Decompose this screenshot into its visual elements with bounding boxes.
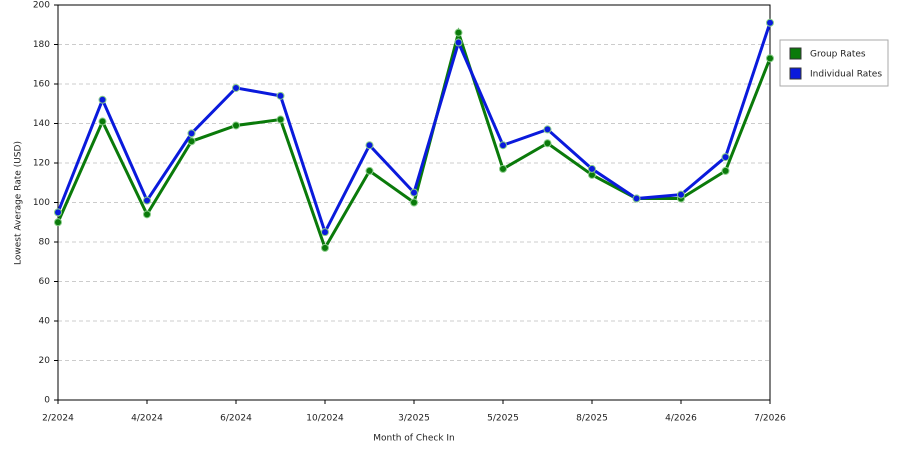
data-point <box>54 218 62 227</box>
data-point <box>98 95 107 104</box>
x-tick-label: 4/2026 <box>665 414 697 424</box>
data-point <box>454 28 463 37</box>
data-point <box>499 141 507 150</box>
y-tick-label: 140 <box>33 119 50 129</box>
data-point <box>276 91 285 100</box>
x-tick-label: 2/2024 <box>42 414 74 424</box>
data-point <box>98 117 107 126</box>
data-point <box>543 139 552 148</box>
data-point <box>321 228 329 237</box>
data-point <box>410 198 418 207</box>
data-point <box>588 164 596 173</box>
data-point <box>766 54 774 63</box>
y-tick-label: 60 <box>39 277 51 287</box>
x-tick-label: 8/2025 <box>576 414 608 424</box>
legend-swatch <box>789 47 802 60</box>
data-point <box>187 129 196 138</box>
y-tick-label: 200 <box>33 1 50 11</box>
data-point <box>143 196 151 205</box>
y-tick-label: 160 <box>33 80 50 90</box>
y-tick-label: 20 <box>39 356 51 366</box>
legend-label: Individual Rates <box>810 70 882 80</box>
x-tick-label: 6/2024 <box>220 414 252 424</box>
y-tick-label: 40 <box>39 317 51 327</box>
y-tick-label: 80 <box>39 238 51 248</box>
legend-label: Group Rates <box>810 50 866 60</box>
data-point <box>677 190 685 199</box>
data-point <box>632 194 641 203</box>
y-tick-label: 0 <box>44 396 50 406</box>
y-tick-label: 180 <box>33 40 50 50</box>
x-tick-label: 4/2024 <box>131 414 163 424</box>
y-tick-label: 100 <box>33 198 50 208</box>
data-point <box>543 125 552 134</box>
data-point <box>232 121 240 130</box>
data-point <box>721 153 730 162</box>
data-point <box>365 166 374 175</box>
data-point <box>721 166 730 175</box>
y-tick-label: 120 <box>33 159 50 169</box>
data-point <box>410 188 418 197</box>
x-tick-label: 7/2026 <box>754 414 786 424</box>
legend-swatch <box>789 67 802 80</box>
x-tick-label: 3/2025 <box>398 414 430 424</box>
series-line <box>56 27 772 252</box>
data-point <box>276 115 285 124</box>
x-tick-label: 5/2025 <box>487 414 519 424</box>
x-axis-label: Month of Check In <box>373 434 455 444</box>
y-axis-label: Lowest Average Rate (USD) <box>14 141 24 265</box>
x-tick-label: 10/2024 <box>306 414 344 424</box>
data-point <box>365 141 374 150</box>
data-point <box>143 210 151 219</box>
data-point <box>54 208 62 217</box>
data-point <box>321 243 329 252</box>
data-point <box>499 164 507 173</box>
data-point <box>766 18 774 27</box>
data-point <box>232 83 240 92</box>
data-point <box>454 38 463 47</box>
